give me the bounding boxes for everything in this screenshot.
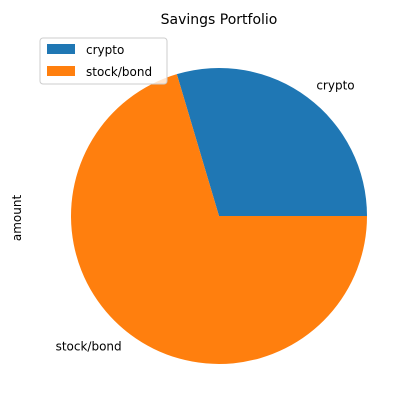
slice-label-crypto: crypto (316, 79, 354, 93)
pie-slice-labels: crypto stock/bond (56, 79, 355, 354)
pie-slice-stock-bond (71, 74, 368, 365)
legend-swatch-crypto (47, 44, 75, 54)
pie-slice-crypto (176, 68, 367, 217)
y-axis-label: amount (10, 195, 24, 242)
pie-slices (71, 68, 368, 365)
legend-label-stock-bond: stock/bond (86, 65, 152, 79)
legend: crypto stock/bond (39, 37, 168, 85)
legend-label-crypto: crypto (86, 43, 124, 57)
chart-title: Savings Portfolio (161, 12, 278, 28)
slice-label-stock-bond: stock/bond (56, 340, 122, 354)
legend-swatch-stock-bond (47, 66, 75, 76)
